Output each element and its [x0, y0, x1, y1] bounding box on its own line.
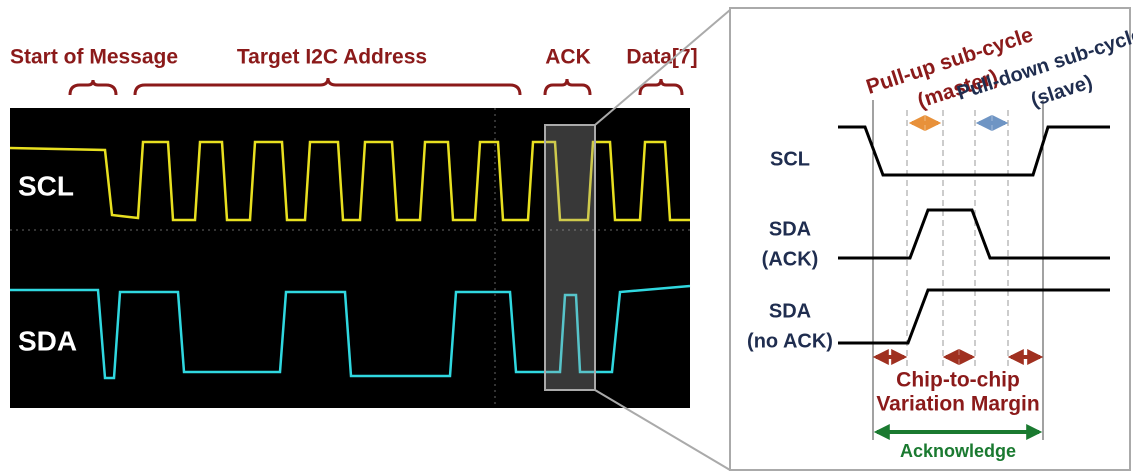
sda-ack-label: SDA [769, 218, 811, 240]
ack-highlight [545, 125, 595, 390]
figure: SCL SDA Start of Message Target I2C Addr… [0, 0, 1133, 473]
scope-sda-label: SDA [18, 325, 77, 356]
dashed-guides [907, 110, 1008, 370]
brace-label: ACK [545, 46, 591, 69]
sda-noack-label: SDA [769, 300, 811, 322]
waveforms [838, 127, 1110, 343]
braces [70, 78, 682, 95]
scl-label: SCL [770, 148, 810, 170]
ack-label: Acknowledge [900, 441, 1016, 461]
sda-noack-label: (no ACK) [747, 330, 833, 352]
brace-label: Target I2C Address [237, 46, 427, 69]
brace-label: Start of Message [10, 46, 178, 69]
sda-ack-label: (ACK) [762, 248, 819, 270]
margin-label: Variation Margin [876, 393, 1039, 416]
scope-scl-label: SCL [18, 170, 74, 201]
brace-label: Data[7] [626, 46, 697, 69]
margin-label: Chip-to-chip [896, 369, 1020, 392]
